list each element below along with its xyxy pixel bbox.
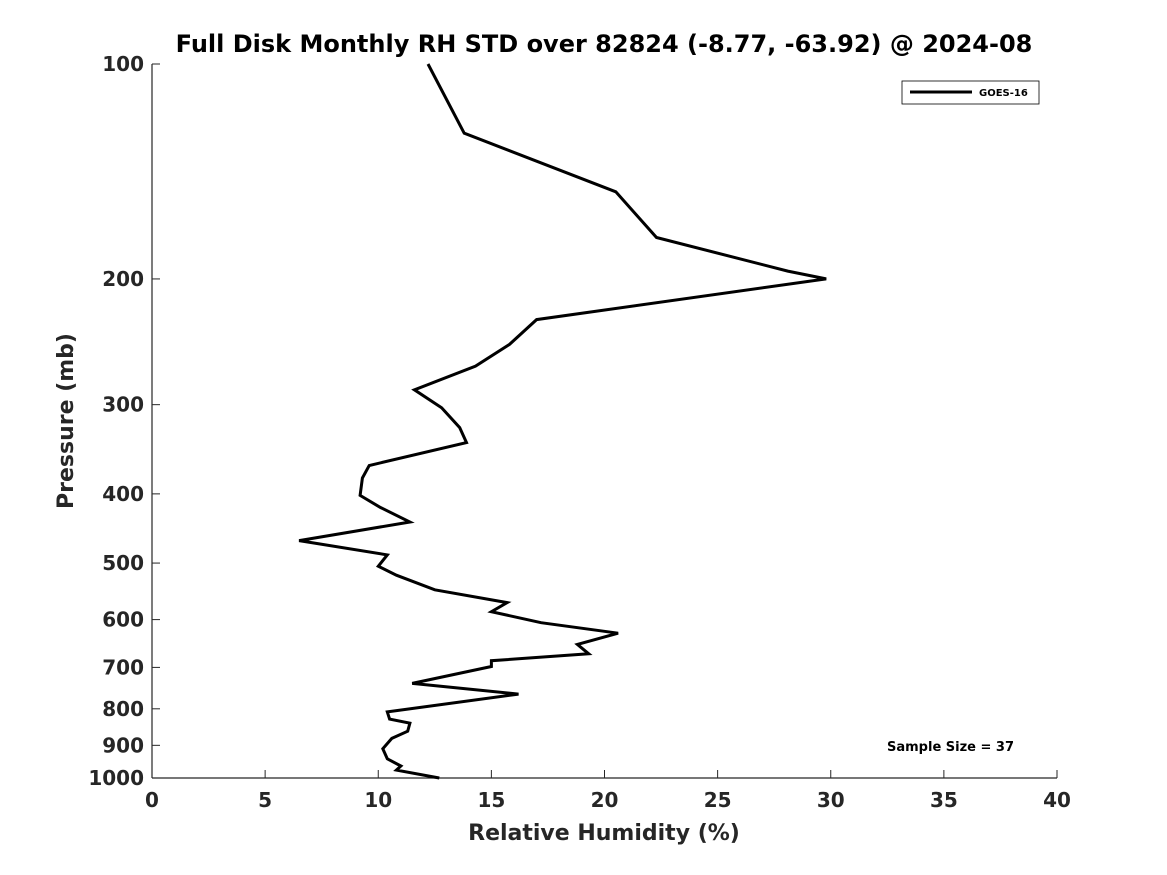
x-tick-label: 5: [258, 788, 272, 812]
chart-title: Full Disk Monthly RH STD over 82824 (-8.…: [176, 30, 1033, 58]
y-tick-label: 800: [102, 697, 144, 721]
y-tick-label: 400: [102, 482, 144, 506]
x-axis-label: Relative Humidity (%): [468, 821, 740, 846]
series-line-goes-16: [298, 63, 827, 780]
y-tick-label: 300: [102, 393, 144, 417]
y-tick-label: 600: [102, 608, 144, 632]
x-tick-label: 25: [704, 788, 732, 812]
y-tick-label: 1000: [88, 766, 144, 790]
y-tick-label: 100: [102, 52, 144, 76]
x-tick-label: 20: [591, 788, 619, 812]
x-tick-label: 30: [817, 788, 845, 812]
x-tick-label: 0: [145, 788, 159, 812]
y-axis-label: Pressure (mb): [54, 333, 79, 509]
sample-size-annotation: Sample Size = 37: [887, 740, 1014, 755]
x-tick-label: 10: [364, 788, 392, 812]
y-tick-label: 900: [102, 733, 144, 757]
y-tick-label: 700: [102, 655, 144, 679]
x-tick-label: 15: [477, 788, 505, 812]
x-tick-label: 35: [930, 788, 958, 812]
legend: GOES-16: [901, 80, 1040, 105]
x-tick-label: 40: [1043, 788, 1071, 812]
y-tick-label: 200: [102, 267, 144, 291]
y-tick-label: 500: [102, 551, 144, 575]
legend-label: GOES-16: [979, 88, 1028, 99]
